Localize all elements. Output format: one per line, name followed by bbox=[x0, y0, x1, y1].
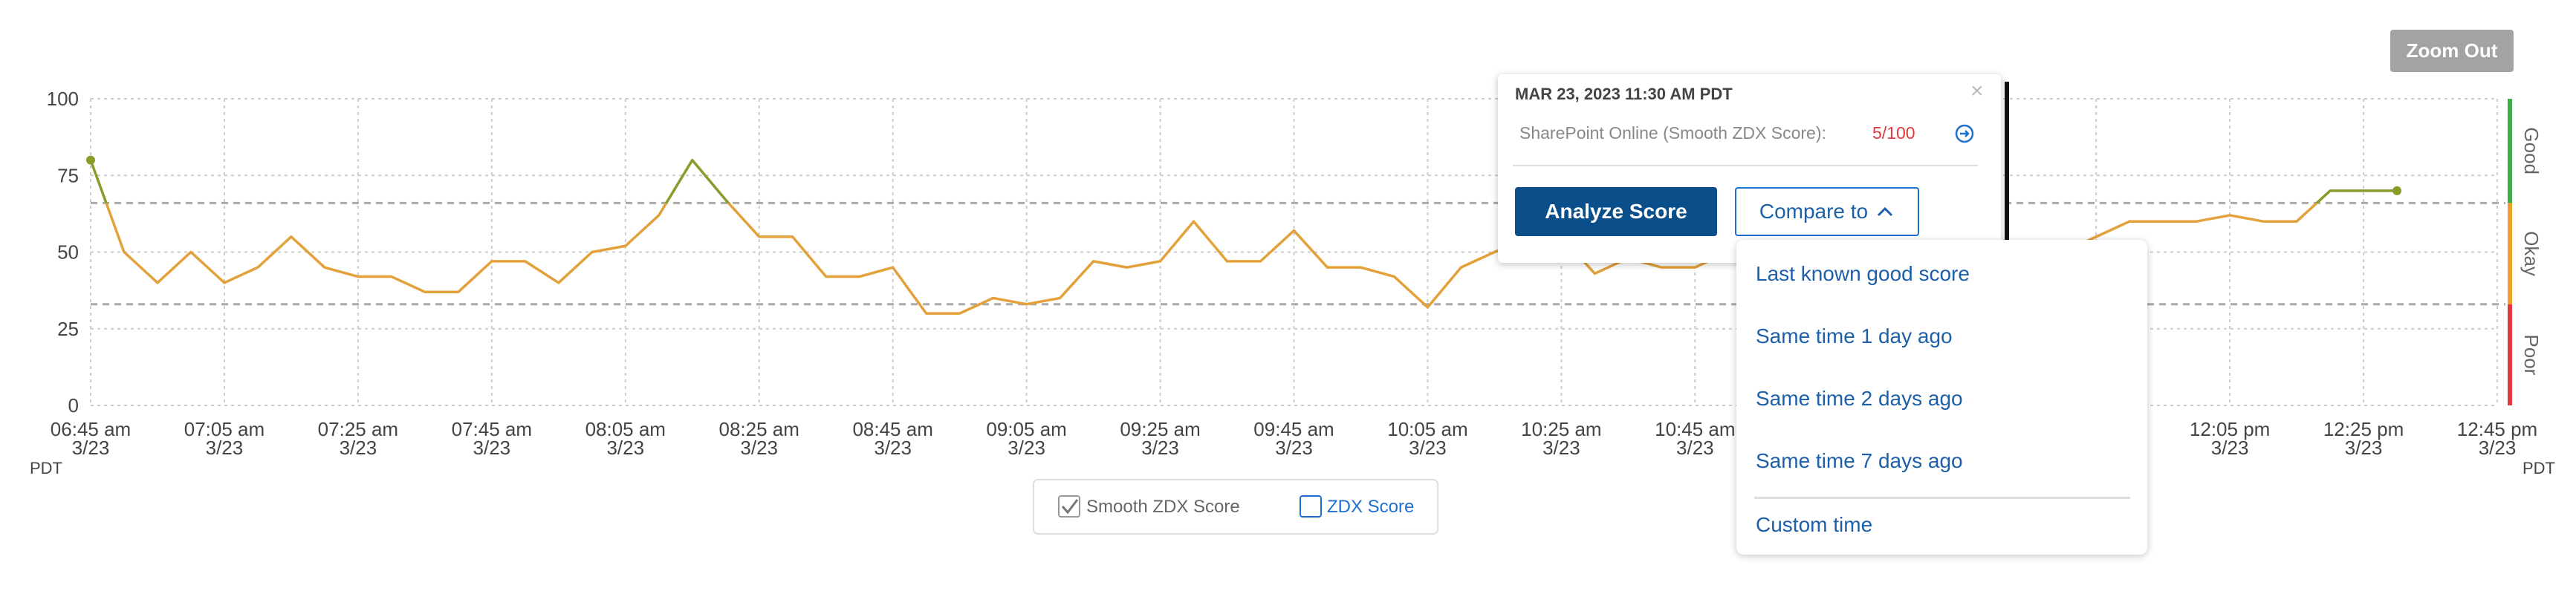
checkmark bbox=[1061, 499, 1079, 515]
timezone-label: PDT bbox=[2523, 459, 2555, 477]
timezone-label: PDT bbox=[30, 459, 62, 477]
end-point bbox=[2392, 186, 2402, 195]
legend-box bbox=[1033, 479, 1438, 535]
x-tick-date: 3/23 bbox=[2211, 437, 2249, 459]
end-point bbox=[86, 155, 95, 165]
cursor-line bbox=[2005, 82, 2009, 263]
legend-label[interactable]: Smooth ZDX Score bbox=[1086, 497, 1240, 517]
x-tick-date: 3/23 bbox=[1542, 437, 1580, 459]
analyze-button[interactable]: Analyze Score bbox=[1515, 187, 1717, 236]
compare-label: Compare to bbox=[1759, 200, 1869, 223]
x-tick-label: 06:45 am bbox=[51, 418, 131, 440]
x-tick-label: 07:25 am bbox=[318, 418, 398, 440]
score-band bbox=[2508, 99, 2512, 203]
x-tick-label: 12:25 pm bbox=[2323, 418, 2404, 440]
tooltip: MAR 23, 2023 11:30 AM PDT × SharePoint O… bbox=[1498, 74, 2001, 263]
x-tick-label: 09:25 am bbox=[1120, 418, 1200, 440]
x-tick-label: 12:45 pm bbox=[2457, 418, 2537, 440]
band-label: Okay bbox=[2520, 231, 2543, 276]
x-tick-date: 3/23 bbox=[1409, 437, 1447, 459]
x-tick-label: 08:25 am bbox=[719, 418, 799, 440]
x-tick-date: 3/23 bbox=[1275, 437, 1313, 459]
x-tick-date: 3/23 bbox=[2479, 437, 2517, 459]
compare-button[interactable]: Compare to bbox=[1735, 187, 1919, 236]
score-band bbox=[2508, 304, 2512, 405]
x-tick-date: 3/23 bbox=[206, 437, 244, 459]
tooltip-score: 5/100 bbox=[1872, 123, 1915, 143]
separator bbox=[1513, 165, 1978, 166]
legend-checkbox[interactable] bbox=[1300, 495, 1322, 518]
score-band bbox=[2508, 203, 2512, 304]
x-tick-date: 3/23 bbox=[1141, 437, 1179, 459]
y-tick-label: 25 bbox=[57, 318, 79, 340]
x-tick-date: 3/23 bbox=[874, 437, 912, 459]
x-tick-label: 09:45 am bbox=[1253, 418, 1334, 440]
menu-item[interactable]: Same time 2 days ago bbox=[1756, 387, 1963, 410]
x-tick-label: 07:45 am bbox=[452, 418, 532, 440]
chevron bbox=[1878, 206, 1893, 217]
x-tick-label: 09:05 am bbox=[986, 418, 1066, 440]
x-tick-label: 10:05 am bbox=[1387, 418, 1467, 440]
menu-item[interactable]: Last known good score bbox=[1756, 262, 1970, 285]
x-tick-date: 3/23 bbox=[1008, 437, 1045, 459]
x-tick-label: 10:45 am bbox=[1655, 418, 1735, 440]
y-tick-label: 100 bbox=[47, 88, 79, 110]
x-tick-date: 3/23 bbox=[606, 437, 644, 459]
band-label: Good bbox=[2520, 127, 2543, 174]
x-tick-date: 3/23 bbox=[72, 437, 110, 459]
x-tick-date: 3/23 bbox=[740, 437, 778, 459]
x-tick-date: 3/23 bbox=[473, 437, 511, 459]
tooltip-metric: SharePoint Online (Smooth ZDX Score): bbox=[1519, 123, 1826, 143]
band-label: Poor bbox=[2520, 334, 2543, 375]
menu-item[interactable]: Custom time bbox=[1756, 513, 1873, 536]
open-icon[interactable] bbox=[1954, 123, 1975, 144]
legend-label[interactable]: ZDX Score bbox=[1327, 497, 1414, 517]
y-tick-label: 0 bbox=[68, 394, 79, 417]
x-tick-date: 3/23 bbox=[2345, 437, 2383, 459]
x-tick-label: 08:45 am bbox=[852, 418, 932, 440]
x-tick-label: 12:05 pm bbox=[2190, 418, 2270, 440]
menu-item[interactable]: Same time 7 days ago bbox=[1756, 449, 1963, 472]
x-tick-date: 3/23 bbox=[340, 437, 377, 459]
x-tick-date: 3/23 bbox=[1676, 437, 1714, 459]
menu-item[interactable]: Same time 1 day ago bbox=[1756, 324, 1953, 347]
y-tick-label: 50 bbox=[57, 241, 79, 264]
legend-checkbox[interactable] bbox=[1058, 495, 1080, 518]
tooltip-datetime: MAR 23, 2023 11:30 AM PDT bbox=[1515, 85, 1733, 103]
x-tick-label: 07:05 am bbox=[184, 418, 265, 440]
compare-menu: Last known good score Same time 1 day ag… bbox=[1736, 240, 2147, 555]
x-tick-label: 10:25 am bbox=[1521, 418, 1601, 440]
y-tick-label: 75 bbox=[57, 164, 79, 186]
x-tick-label: 08:05 am bbox=[585, 418, 666, 440]
close-button[interactable]: × bbox=[1970, 79, 1984, 103]
zoom-out-button[interactable]: Zoom Out bbox=[2390, 30, 2514, 72]
separator bbox=[1754, 497, 2130, 499]
